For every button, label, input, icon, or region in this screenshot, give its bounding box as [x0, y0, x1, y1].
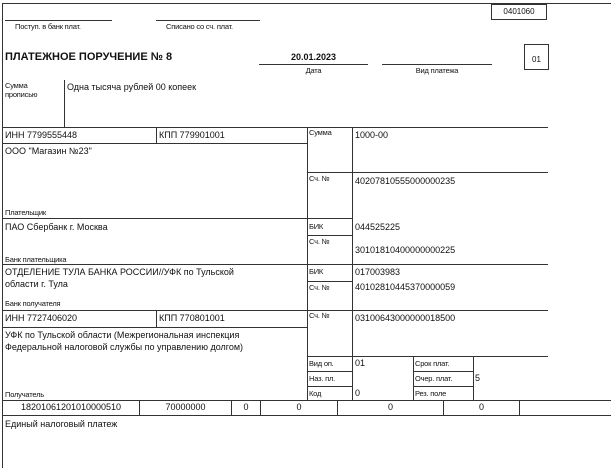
- purpose-code-label: Наз. пл.: [309, 374, 336, 383]
- payer-bank-account-label: Сч. №: [309, 237, 330, 246]
- amount-words-value: Одна тысяча рублей 00 копеек: [67, 82, 197, 92]
- divider: [413, 386, 473, 387]
- divider: [231, 400, 232, 415]
- sum-value: 1000-00: [355, 130, 389, 140]
- op-type-label: Вид оп.: [309, 359, 334, 368]
- status-code-box: 01: [524, 44, 549, 70]
- recipient-inn: ИНН 7727406020: [5, 313, 78, 323]
- divider: [352, 127, 353, 400]
- tax-period: 0: [296, 402, 302, 412]
- tax-kbk: 18201061201010000510: [20, 402, 122, 412]
- priority-value: 5: [475, 373, 481, 383]
- payment-purpose: Единый налоговый платеж: [5, 419, 118, 429]
- divider: [307, 356, 548, 357]
- due-date-label: Срок плат.: [415, 359, 450, 368]
- payer-inn: ИНН 7799555448: [5, 130, 78, 140]
- recipient-bank-name-line1: ОТДЕЛЕНИЕ ТУЛА БАНКА РОССИИ//УФК по Туль…: [5, 267, 234, 277]
- recipient-bank-bik-label: БИК: [309, 267, 324, 276]
- divider: [156, 20, 260, 21]
- divider: [2, 3, 3, 468]
- recipient-bank-name-line2: области г. Тула: [5, 279, 68, 289]
- payment-type-label: Вид платежа: [415, 66, 459, 75]
- payer-label: Плательщик: [5, 208, 46, 217]
- recipient-bank-label: Банк получателя: [5, 299, 61, 308]
- divider: [443, 400, 444, 415]
- divider: [156, 127, 157, 143]
- divider: [2, 143, 307, 144]
- payer-kpp: КПП 779901001: [159, 130, 225, 140]
- payment-type-field[interactable]: [382, 64, 492, 65]
- payer-name: ООО "Магазин №23": [5, 146, 92, 156]
- sum-label: Сумма: [309, 128, 332, 137]
- divider: [307, 281, 352, 282]
- date-value: 20.01.2023: [290, 52, 337, 62]
- divider: [2, 218, 352, 219]
- divider: [307, 172, 548, 173]
- tax-oktmo: 70000000: [165, 402, 206, 412]
- payer-account-label: Сч. №: [309, 174, 330, 183]
- form-code: 0401060: [503, 7, 535, 16]
- payer-bank-label: Банк плательщика: [5, 255, 67, 264]
- divider: [2, 327, 307, 328]
- divider: [2, 127, 548, 128]
- recipient-account-label: Сч. №: [309, 311, 330, 320]
- form-code-box: 0401060: [491, 4, 547, 20]
- divider: [413, 356, 414, 400]
- divider: [307, 127, 308, 400]
- divider: [259, 64, 368, 65]
- divider: [307, 235, 352, 236]
- recipient-kpp: КПП 770801001: [159, 313, 225, 323]
- payer-bank-name: ПАО Сбербанк г. Москва: [5, 222, 108, 232]
- op-type-value: 01: [355, 358, 366, 368]
- divider: [307, 371, 352, 372]
- recipient-name-line1: УФК по Тульской области (Межрегиональная…: [5, 330, 240, 340]
- status-code: 01: [532, 55, 541, 64]
- divider: [473, 356, 474, 400]
- priority-label: Очер. плат.: [415, 374, 453, 383]
- divider: [307, 386, 352, 387]
- payer-bank-bik: 044525225: [355, 222, 401, 232]
- divider: [337, 400, 338, 415]
- divider: [156, 310, 157, 327]
- divider: [413, 371, 473, 372]
- divider: [2, 415, 611, 416]
- recipient-label: Получатель: [5, 390, 44, 399]
- tax-doc-date: 0: [478, 402, 484, 412]
- divider: [139, 400, 140, 415]
- divider: [5, 20, 112, 21]
- page-title: ПЛАТЕЖНОЕ ПОРУЧЕНИЕ № 8: [5, 51, 173, 63]
- received-label: Поступ. в банк плат.: [15, 22, 81, 31]
- code-value: 0: [355, 388, 361, 398]
- divider: [64, 80, 65, 127]
- divider: [2, 3, 611, 4]
- recipient-bank-account-label: Сч. №: [309, 283, 330, 292]
- recipient-account: 03100643000000018500: [355, 313, 456, 323]
- debited-label: Списано со сч. плат.: [166, 22, 233, 31]
- reserve-field-label: Рез. поле: [415, 389, 447, 398]
- tax-basis: 0: [243, 402, 249, 412]
- divider: [2, 264, 548, 265]
- recipient-bank-account: 40102810445370000059: [355, 282, 456, 292]
- payer-bank-account: 30101810400000000225: [355, 245, 456, 255]
- divider: [2, 310, 548, 311]
- recipient-bank-bik: 017003983: [355, 267, 401, 277]
- date-label: Дата: [305, 66, 322, 75]
- payer-bank-bik-label: БИК: [309, 222, 324, 231]
- divider: [2, 400, 611, 401]
- divider: [519, 400, 520, 415]
- payer-account: 40207810555000000235: [355, 176, 456, 186]
- tax-doc-number: 0: [387, 402, 393, 412]
- divider: [260, 400, 261, 415]
- recipient-name-line2: Федеральной налоговой службы по управлен…: [5, 342, 244, 352]
- code-label: Код: [309, 389, 322, 398]
- amount-words-label: Сумма прописью: [5, 81, 38, 99]
